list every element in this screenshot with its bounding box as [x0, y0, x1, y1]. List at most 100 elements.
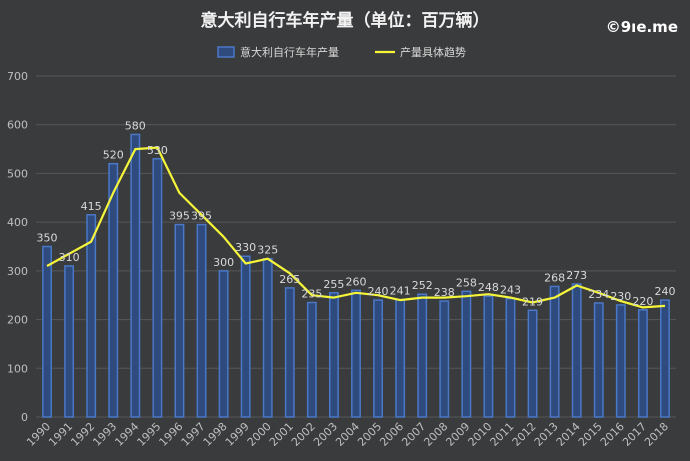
y-tick-label: 400 [7, 216, 28, 229]
bar [660, 299, 670, 418]
bar [196, 223, 207, 418]
x-tick-label: 1996 [157, 420, 186, 449]
data-label: 240 [654, 285, 675, 298]
data-label: 530 [147, 144, 168, 157]
legend-bar-label: 意大利自行车年产量 [240, 45, 339, 59]
trend-line [46, 146, 666, 309]
bar [284, 287, 295, 418]
x-tick-label: 2005 [355, 420, 384, 449]
data-label: 252 [412, 279, 433, 292]
x-tick-label: 2015 [576, 420, 605, 449]
bar [328, 292, 339, 418]
bar [306, 301, 317, 418]
bar [373, 299, 384, 418]
x-tick-label: 2001 [267, 420, 296, 449]
bar [42, 245, 52, 418]
data-label: 520 [103, 149, 124, 162]
x-tick-label: 1990 [24, 420, 53, 449]
bar [461, 290, 472, 418]
bar [108, 162, 119, 418]
x-tick-label: 1997 [179, 420, 208, 449]
x-tick-label: 2018 [642, 420, 671, 449]
legend-line-label: 产量具体趋势 [400, 45, 466, 59]
bar [417, 293, 428, 418]
data-label: 268 [544, 271, 565, 284]
bar [86, 214, 97, 418]
x-tick-label: 1994 [112, 420, 141, 449]
x-tick-label: 2017 [620, 420, 649, 449]
bar [351, 289, 361, 418]
data-label: 243 [500, 284, 521, 297]
x-tick-label: 2012 [510, 420, 539, 449]
x-tick-label: 2009 [443, 420, 472, 449]
x-tick-label: 1995 [135, 420, 164, 449]
bar [152, 158, 163, 418]
y-tick-label: 700 [7, 70, 28, 83]
bar [395, 298, 406, 418]
bar [505, 297, 516, 418]
bar [174, 223, 185, 418]
legend-bar-swatch [217, 46, 235, 58]
bar [240, 255, 251, 418]
watermark: ©9ıe.me [605, 18, 678, 36]
data-label: 220 [632, 295, 653, 308]
y-tick-label: 200 [7, 314, 28, 327]
x-tick-label: 1993 [90, 420, 119, 449]
data-label: 238 [434, 286, 455, 299]
y-tick-label: 500 [7, 167, 28, 180]
bar [218, 270, 229, 418]
data-label: 395 [191, 210, 212, 223]
x-tick-label: 2007 [399, 420, 428, 449]
data-label: 258 [456, 276, 477, 289]
data-label: 580 [125, 119, 146, 132]
data-label: 273 [566, 269, 587, 282]
data-label: 265 [279, 273, 300, 286]
bar [130, 133, 141, 418]
x-tick-label: 2011 [488, 420, 517, 449]
x-tick-label: 2006 [377, 420, 406, 449]
bar [549, 285, 560, 418]
x-tick-label: 2016 [598, 420, 627, 449]
x-tick-label: 2000 [245, 420, 274, 449]
bar [615, 304, 626, 418]
x-tick-label: 1999 [223, 420, 252, 449]
data-label: 325 [257, 244, 278, 257]
bar [527, 309, 538, 418]
x-tick-label: 2013 [532, 420, 561, 449]
x-tick-label: 1992 [68, 420, 97, 449]
x-tick-label: 2008 [421, 420, 450, 449]
data-label: 300 [213, 256, 234, 269]
data-label: 260 [346, 275, 367, 288]
y-tick-label: 300 [7, 265, 28, 278]
data-label: 255 [323, 278, 344, 291]
bar [571, 283, 582, 418]
data-label: 240 [368, 285, 389, 298]
bar [593, 302, 604, 418]
x-tick-label: 1991 [46, 420, 75, 449]
x-tick-label: 2003 [311, 420, 340, 449]
x-tick-label: 1998 [201, 420, 230, 449]
data-label: 415 [81, 200, 102, 213]
bar [483, 295, 494, 418]
x-tick-label: 2002 [289, 420, 318, 449]
x-tick-label: 2010 [466, 420, 495, 449]
y-tick-label: 100 [7, 362, 28, 375]
data-label: 248 [478, 281, 499, 294]
data-label: 310 [59, 251, 80, 264]
y-tick-label: 0 [21, 411, 28, 424]
data-label: 235 [301, 288, 322, 301]
data-label: 395 [169, 210, 190, 223]
data-label: 219 [522, 295, 543, 308]
y-tick-label: 600 [7, 119, 28, 132]
data-label: 230 [610, 290, 631, 303]
data-label: 330 [235, 241, 256, 254]
chart-title: 意大利自行车年产量（单位：百万辆） [200, 11, 490, 31]
data-label: 234 [588, 288, 609, 301]
bar [439, 300, 450, 418]
x-tick-label: 2004 [333, 420, 362, 449]
bar [637, 309, 648, 418]
data-label: 241 [390, 285, 411, 298]
bar [262, 257, 273, 418]
